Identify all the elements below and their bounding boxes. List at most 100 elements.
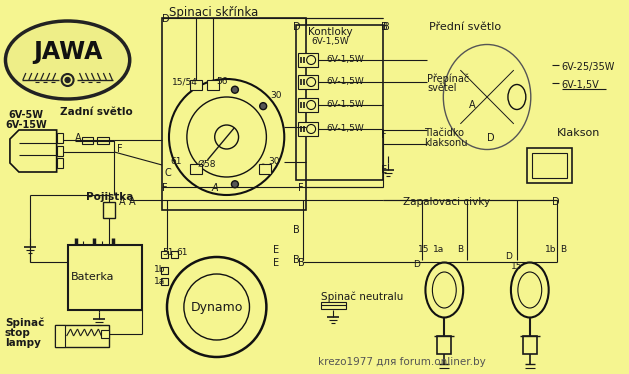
Text: F: F	[117, 144, 123, 154]
Text: 56: 56	[217, 77, 228, 86]
Text: Pojistka: Pojistka	[86, 192, 134, 202]
Text: Spinač: Spinač	[5, 318, 45, 328]
Ellipse shape	[6, 21, 130, 99]
Bar	[162, 18, 306, 210]
Text: 1a: 1a	[433, 245, 445, 254]
Text: Tlačidko: Tlačidko	[425, 128, 464, 138]
Text: A: A	[212, 183, 218, 193]
Text: 6V-15W: 6V-15W	[5, 120, 47, 130]
Ellipse shape	[511, 263, 548, 318]
Text: D: D	[293, 22, 301, 32]
Bar	[55, 325, 109, 347]
Text: D: D	[413, 260, 420, 269]
Bar	[298, 98, 318, 112]
Text: 6V-1,5W: 6V-1,5W	[326, 77, 364, 86]
Text: D: D	[552, 197, 559, 207]
Circle shape	[260, 102, 267, 110]
Text: Zapalovaci civky: Zapalovaci civky	[403, 197, 490, 207]
Bar	[437, 336, 451, 354]
Text: D: D	[162, 14, 170, 24]
Text: světel: světel	[428, 83, 457, 93]
Text: 1a: 1a	[154, 277, 165, 286]
Bar	[97, 137, 109, 144]
Text: Zadní světlo: Zadní světlo	[60, 107, 132, 117]
Text: C: C	[164, 168, 170, 178]
Circle shape	[65, 77, 70, 83]
Text: 6V-5W: 6V-5W	[8, 110, 43, 120]
Text: 1b: 1b	[545, 245, 556, 254]
Text: E: E	[274, 245, 279, 255]
Bar	[67, 245, 142, 310]
Bar	[298, 53, 318, 67]
Text: 51: 51	[162, 248, 174, 257]
Circle shape	[214, 125, 238, 149]
Ellipse shape	[508, 85, 526, 110]
Text: JAWA: JAWA	[33, 40, 103, 64]
Text: B: B	[457, 245, 464, 254]
Bar	[259, 164, 271, 174]
Text: 6V-1,5V: 6V-1,5V	[562, 80, 599, 90]
Text: 15/54: 15/54	[172, 77, 198, 86]
Bar	[298, 75, 318, 89]
Text: 61: 61	[170, 157, 182, 166]
Circle shape	[167, 257, 267, 357]
Text: D: D	[487, 133, 494, 143]
Circle shape	[187, 97, 267, 177]
Text: 15: 15	[418, 245, 429, 254]
Text: Spinač neutralu: Spinač neutralu	[321, 292, 403, 303]
Bar	[321, 302, 346, 309]
Bar	[101, 330, 109, 338]
Text: krezo1977 для forum.onliner.by: krezo1977 для forum.onliner.by	[318, 357, 486, 367]
Bar	[161, 251, 168, 258]
Text: 6V-1,5W: 6V-1,5W	[326, 124, 364, 133]
Text: F: F	[162, 183, 168, 193]
Text: Ø58: Ø58	[198, 160, 216, 169]
Text: 30: 30	[269, 157, 280, 166]
Bar	[57, 146, 63, 156]
Text: A: A	[75, 133, 81, 143]
Bar	[55, 325, 65, 347]
Bar	[527, 148, 572, 183]
Text: A: A	[120, 197, 126, 207]
Text: B: B	[293, 225, 300, 235]
Text: Baterka: Baterka	[70, 272, 114, 282]
Text: A: A	[469, 100, 476, 110]
Ellipse shape	[425, 263, 463, 318]
Circle shape	[260, 164, 267, 171]
Text: 15: 15	[511, 262, 523, 271]
Circle shape	[231, 181, 238, 188]
Text: D: D	[505, 252, 512, 261]
Text: 6V-1,5W: 6V-1,5W	[326, 55, 364, 64]
Text: Klakson: Klakson	[557, 128, 600, 138]
Bar	[523, 336, 537, 354]
Circle shape	[307, 125, 316, 134]
Text: E: E	[381, 165, 387, 175]
Text: A: A	[129, 197, 136, 207]
Bar	[171, 251, 178, 258]
Bar	[103, 202, 115, 218]
Bar	[298, 122, 318, 136]
Text: F: F	[381, 130, 386, 140]
Text: Kontloky: Kontloky	[308, 27, 353, 37]
Circle shape	[307, 101, 316, 110]
Text: B: B	[560, 245, 567, 254]
Circle shape	[169, 79, 284, 195]
Bar	[190, 164, 202, 174]
Text: klaksonu: klaksonu	[425, 138, 468, 148]
Text: 6V-25/35W: 6V-25/35W	[562, 62, 615, 72]
Text: 6V-1,5W: 6V-1,5W	[311, 37, 349, 46]
Bar	[57, 133, 63, 143]
Text: B: B	[382, 22, 389, 32]
Text: stop: stop	[5, 328, 31, 338]
Text: 30: 30	[270, 91, 282, 100]
Text: E: E	[274, 258, 279, 268]
Bar	[57, 158, 63, 168]
Circle shape	[307, 55, 316, 64]
Circle shape	[231, 86, 238, 93]
Bar	[296, 25, 382, 180]
Bar	[161, 278, 168, 285]
Text: B: B	[293, 255, 300, 265]
Text: Přepínač: Přepínač	[428, 73, 470, 83]
Text: Spinaci skřínka: Spinaci skřínka	[169, 6, 259, 19]
Text: F: F	[298, 183, 304, 193]
